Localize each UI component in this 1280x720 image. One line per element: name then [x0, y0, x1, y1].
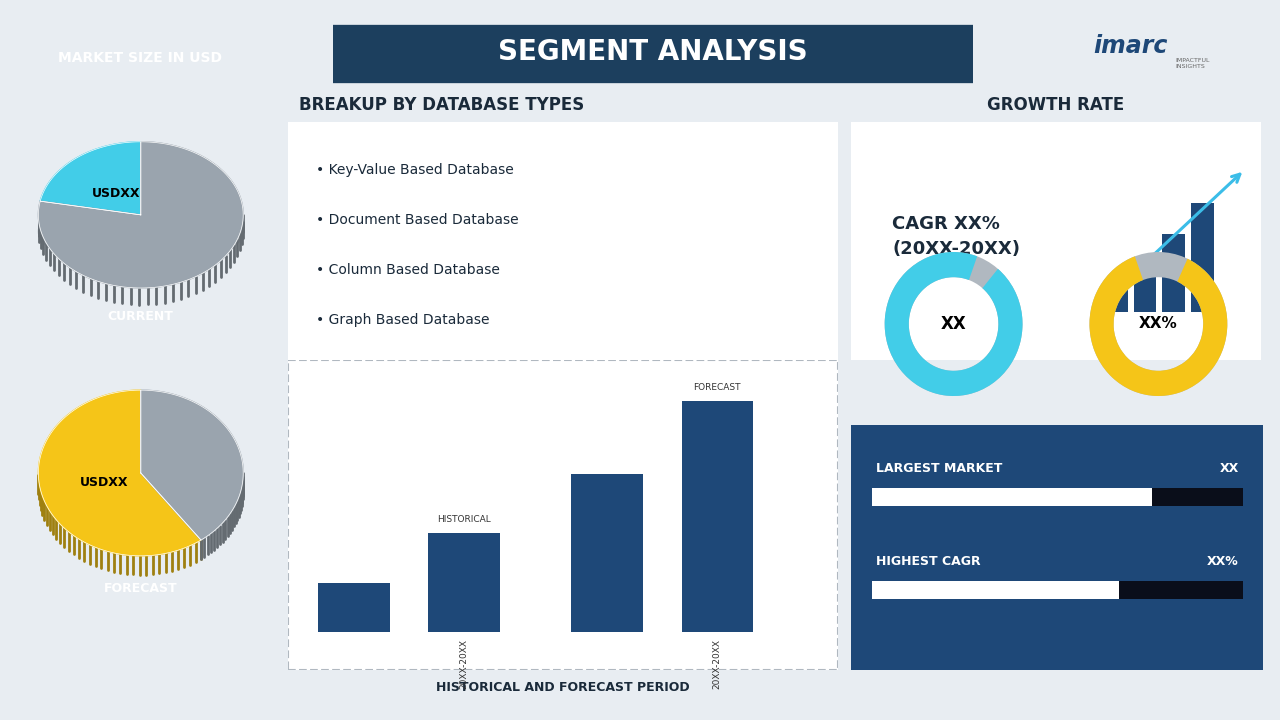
FancyBboxPatch shape — [844, 117, 1268, 365]
Text: USDXX: USDXX — [92, 187, 141, 200]
Text: XX%: XX% — [1207, 555, 1239, 568]
FancyBboxPatch shape — [1119, 582, 1243, 598]
Polygon shape — [141, 390, 243, 540]
Text: • Key-Value Based Database: • Key-Value Based Database — [315, 163, 513, 177]
Text: XX: XX — [941, 315, 966, 333]
Text: • Document Based Database: • Document Based Database — [315, 213, 518, 227]
Text: XX: XX — [1220, 462, 1239, 475]
Polygon shape — [38, 390, 201, 556]
Wedge shape — [1089, 252, 1228, 396]
Text: FORECAST: FORECAST — [104, 582, 178, 595]
FancyBboxPatch shape — [1105, 282, 1128, 312]
Text: FORECAST: FORECAST — [694, 383, 741, 392]
FancyBboxPatch shape — [1134, 260, 1156, 312]
Text: HISTORICAL: HISTORICAL — [438, 515, 492, 524]
Text: 20XX-20XX: 20XX-20XX — [460, 639, 468, 688]
FancyBboxPatch shape — [1152, 488, 1243, 505]
Text: HISTORICAL AND FORECAST PERIOD: HISTORICAL AND FORECAST PERIOD — [436, 681, 690, 694]
Text: BREAKUP BY DATABASE TYPES: BREAKUP BY DATABASE TYPES — [300, 96, 584, 114]
Polygon shape — [40, 142, 141, 215]
Text: GROWTH RATE: GROWTH RATE — [987, 96, 1125, 114]
FancyBboxPatch shape — [429, 534, 500, 632]
FancyBboxPatch shape — [872, 582, 1119, 598]
Text: CAGR XX%
(20XX-20XX): CAGR XX% (20XX-20XX) — [892, 215, 1020, 258]
Wedge shape — [884, 252, 1023, 396]
Wedge shape — [884, 252, 1023, 396]
FancyBboxPatch shape — [1162, 234, 1185, 312]
Text: CURRENT: CURRENT — [108, 310, 174, 323]
Text: LARGEST MARKET: LARGEST MARKET — [876, 462, 1002, 475]
FancyBboxPatch shape — [681, 401, 753, 632]
Polygon shape — [38, 142, 243, 288]
Text: • Graph Based Database: • Graph Based Database — [315, 312, 489, 327]
FancyBboxPatch shape — [1192, 203, 1213, 312]
FancyBboxPatch shape — [288, 360, 838, 670]
Text: USDXX: USDXX — [79, 476, 128, 489]
Text: IMPACTFUL
INSIGHTS: IMPACTFUL INSIGHTS — [1175, 58, 1210, 69]
FancyBboxPatch shape — [838, 418, 1276, 677]
Ellipse shape — [38, 451, 243, 534]
Ellipse shape — [38, 195, 243, 268]
FancyBboxPatch shape — [276, 117, 850, 365]
Text: XX%: XX% — [1139, 317, 1178, 331]
FancyBboxPatch shape — [872, 488, 1152, 505]
FancyBboxPatch shape — [314, 24, 992, 83]
Text: 20XX-20XX: 20XX-20XX — [713, 639, 722, 688]
Text: • Column Based Database: • Column Based Database — [315, 263, 499, 276]
Text: SEGMENT ANALYSIS: SEGMENT ANALYSIS — [498, 38, 808, 66]
FancyBboxPatch shape — [571, 474, 643, 632]
Text: MARKET SIZE IN USD: MARKET SIZE IN USD — [58, 50, 221, 65]
Text: HIGHEST CAGR: HIGHEST CAGR — [876, 555, 980, 568]
FancyBboxPatch shape — [319, 583, 390, 632]
Wedge shape — [1089, 256, 1228, 396]
Text: imarc: imarc — [1093, 35, 1167, 58]
